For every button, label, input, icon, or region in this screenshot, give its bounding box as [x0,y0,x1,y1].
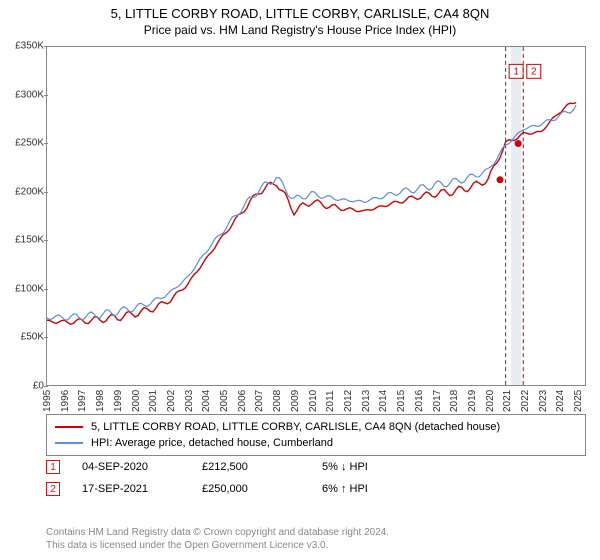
xtick-label: 2025 [573,390,584,412]
xtick-label: 1996 [60,390,71,412]
xtick-label: 2021 [502,390,513,412]
xtick-label: 2008 [272,390,283,412]
xtick-label: 2023 [538,390,549,412]
xtick-label: 2003 [184,390,195,412]
xtick-label: 2009 [290,390,301,412]
xtick-label: 2000 [131,390,142,412]
data-row-1-delta: 5% ↓ HPI [322,461,442,473]
footnote-line-2: This data is licensed under the Open Gov… [46,540,389,553]
svg-text:1: 1 [513,66,519,77]
xtick-label: 2015 [396,390,407,412]
xtick-label: 1997 [77,390,88,412]
xtick-label: 2022 [520,390,531,412]
chart-container: 5, LITTLE CORBY ROAD, LITTLE CORBY, CARL… [0,0,600,560]
ytick-label: £100K [15,283,44,294]
xtick-label: 2013 [361,390,372,412]
marker-badge-1: 1 [46,460,60,474]
xtick-label: 2019 [467,390,478,412]
legend-swatch-2 [55,442,83,444]
legend-swatch-1 [55,426,83,428]
xtick-label: 2016 [414,390,425,412]
xtick-label: 1999 [113,390,124,412]
ytick-label: £350K [15,41,44,52]
legend-row-1: 5, LITTLE CORBY ROAD, LITTLE CORBY, CARL… [55,419,577,435]
xtick-label: 2018 [449,390,460,412]
legend: 5, LITTLE CORBY ROAD, LITTLE CORBY, CARL… [46,414,586,456]
chart-svg: 12 [47,47,585,385]
ytick-label: £250K [15,138,44,149]
data-row-1-price: £212,500 [202,461,322,473]
data-row-2-price: £250,000 [202,483,322,495]
data-row-2-date: 17-SEP-2021 [82,483,202,495]
data-row-1-date: 04-SEP-2020 [82,461,202,473]
legend-label-1: 5, LITTLE CORBY ROAD, LITTLE CORBY, CARL… [91,421,500,433]
xtick-label: 2007 [254,390,265,412]
xtick-label: 2014 [378,390,389,412]
marker-badge-2: 2 [46,482,60,496]
ytick-label: £150K [15,235,44,246]
footnote-line-1: Contains HM Land Registry data © Crown c… [46,527,389,540]
ytick-label: £300K [15,89,44,100]
xtick-label: 2024 [555,390,566,412]
xtick-label: 1998 [95,390,106,412]
xtick-label: 2012 [343,390,354,412]
data-row-2-delta: 6% ↑ HPI [322,483,442,495]
xtick-label: 2004 [201,390,212,412]
xtick-label: 2006 [237,390,248,412]
ytick-label: £200K [15,186,44,197]
legend-row-2: HPI: Average price, detached house, Cumb… [55,435,577,451]
data-row-1: 1 04-SEP-2020 £212,500 5% ↓ HPI [46,456,586,478]
footnote: Contains HM Land Registry data © Crown c… [46,527,389,552]
chart-subtitle: Price paid vs. HM Land Registry's House … [0,21,600,41]
xtick-label: 2020 [485,390,496,412]
xtick-label: 2011 [325,390,336,412]
data-row-2: 2 17-SEP-2021 £250,000 6% ↑ HPI [46,478,586,500]
plot-area: 12 [46,46,586,386]
xtick-label: 2017 [432,390,443,412]
xtick-label: 2001 [148,390,159,412]
chart-title: 5, LITTLE CORBY ROAD, LITTLE CORBY, CARL… [0,0,600,21]
xtick-label: 1995 [42,390,53,412]
xtick-label: 2010 [308,390,319,412]
xtick-label: 2002 [166,390,177,412]
data-rows: 1 04-SEP-2020 £212,500 5% ↓ HPI 2 17-SEP… [46,456,586,500]
ytick-label: £50K [21,332,44,343]
xtick-label: 2005 [219,390,230,412]
svg-text:2: 2 [531,66,537,77]
legend-label-2: HPI: Average price, detached house, Cumb… [91,437,333,449]
